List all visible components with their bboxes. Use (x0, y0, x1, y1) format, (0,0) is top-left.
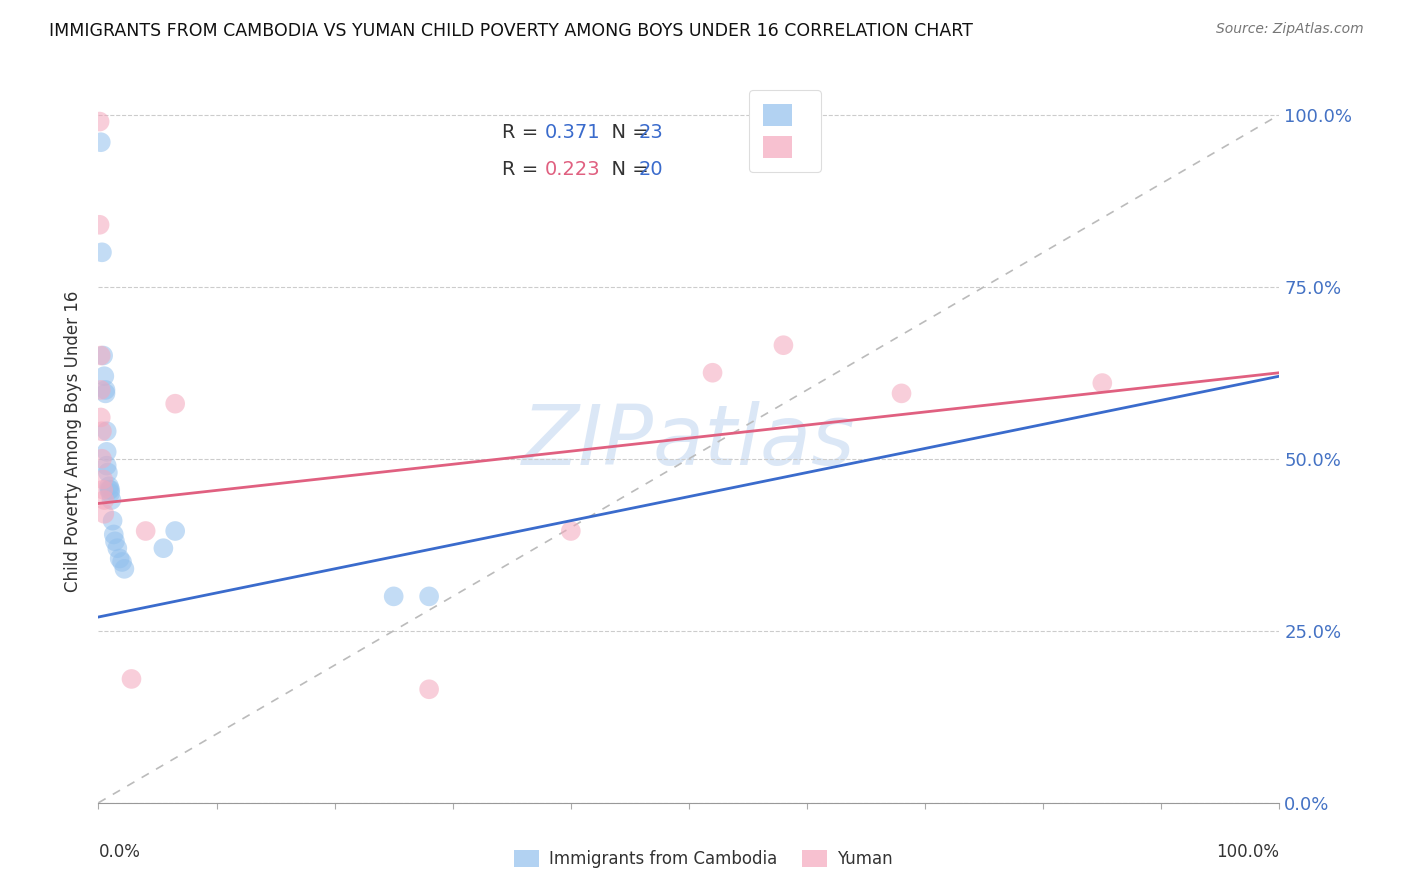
Text: R =: R = (502, 161, 546, 179)
Point (91, 424, 114, 438)
Point (112, 562, 135, 576)
Text: 0.223: 0.223 (546, 161, 600, 179)
Text: R =: R = (502, 123, 546, 142)
Point (93, 507, 115, 521)
Point (91, 245, 114, 260)
Legend: Immigrants from Cambodia, Yuman: Immigrants from Cambodia, Yuman (508, 843, 898, 875)
Text: 100.0%: 100.0% (1216, 843, 1279, 861)
Point (890, 386, 912, 401)
Point (90, 349, 112, 363)
Text: 0.0%: 0.0% (98, 843, 141, 861)
Point (96, 445, 118, 459)
Point (97, 466, 120, 480)
Point (1091, 376, 1114, 390)
Point (96, 424, 118, 438)
Point (165, 397, 187, 411)
Point (96, 458, 118, 473)
Text: N =: N = (599, 123, 655, 142)
Point (560, 524, 582, 538)
Point (105, 541, 128, 556)
Point (108, 551, 131, 566)
Point (152, 541, 174, 556)
Point (89, 114, 111, 128)
Point (702, 366, 724, 380)
Text: 0.371: 0.371 (546, 123, 600, 142)
Text: Source: ZipAtlas.com: Source: ZipAtlas.com (1216, 22, 1364, 37)
Point (91, 349, 114, 363)
Point (93, 369, 115, 384)
Point (90, 135, 112, 149)
Point (98, 486, 121, 500)
Point (135, 524, 157, 538)
Point (94, 386, 117, 401)
Point (103, 527, 125, 541)
Point (91, 451, 114, 466)
Text: N =: N = (599, 161, 655, 179)
Text: 23: 23 (638, 123, 662, 142)
Point (100, 493, 122, 508)
Point (165, 524, 187, 538)
Point (91, 483, 114, 497)
Point (121, 672, 143, 686)
Point (111, 555, 134, 569)
Text: IMMIGRANTS FROM CAMBODIA VS YUMAN CHILD POVERTY AMONG BOYS UNDER 16 CORRELATION : IMMIGRANTS FROM CAMBODIA VS YUMAN CHILD … (49, 22, 973, 40)
Point (98, 479, 121, 493)
Point (91, 472, 114, 486)
Point (94, 383, 117, 397)
Point (418, 682, 440, 697)
Legend: , : , (749, 90, 821, 172)
Point (90, 383, 112, 397)
Point (104, 534, 127, 549)
Text: 20: 20 (638, 161, 662, 179)
Point (101, 514, 124, 528)
Point (90, 410, 112, 425)
Point (418, 590, 440, 604)
Y-axis label: Child Poverty Among Boys Under 16: Child Poverty Among Boys Under 16 (65, 291, 83, 592)
Text: ZIPatlas: ZIPatlas (522, 401, 856, 482)
Point (93, 493, 115, 508)
Point (382, 590, 405, 604)
Point (98, 483, 121, 497)
Point (89, 218, 111, 232)
Point (98, 483, 121, 497)
Point (772, 338, 794, 352)
